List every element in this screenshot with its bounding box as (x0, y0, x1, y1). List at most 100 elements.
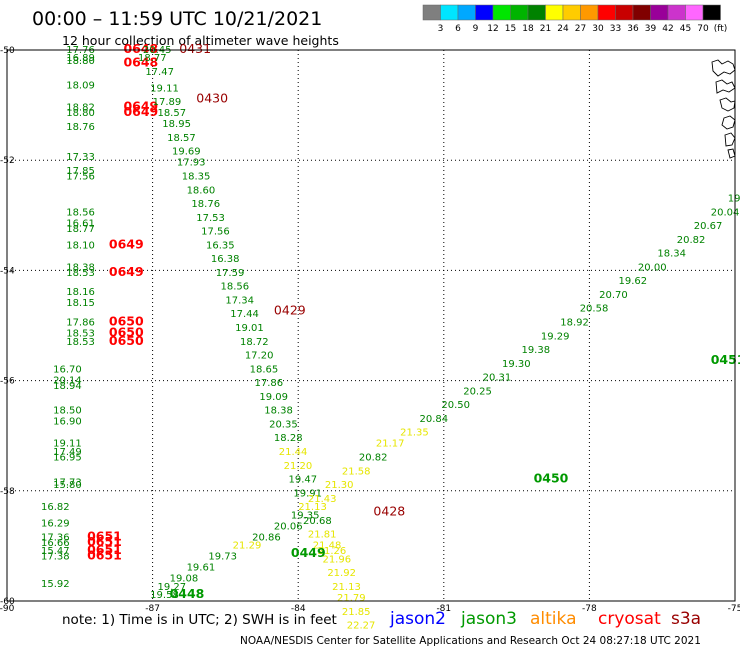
time-label: 0430 (196, 90, 228, 105)
colorbar-swatch (440, 4, 459, 21)
colorbar-label: 27 (575, 24, 586, 34)
swh-value: 15.92 (41, 579, 70, 590)
swh-value: 18.53 (66, 329, 95, 340)
swh-value: 21.13 (298, 502, 327, 513)
swh-value: 17.73 (53, 477, 82, 488)
swh-value: 20.58 (580, 304, 609, 315)
time-label: 0648 (123, 55, 158, 70)
track-s3a: 20.4518.7717.4719.1117.8918.5718.9518.57… (138, 41, 405, 632)
coastline-fragments (711, 59, 736, 159)
swh-value: 19.58 (150, 590, 179, 601)
colorbar-label: 3 (438, 24, 444, 34)
swh-value: 22.27 (347, 621, 376, 632)
colorbar-swatch (650, 4, 669, 21)
swh-value: 21.81 (308, 530, 337, 541)
swh-value: 17.47 (145, 67, 174, 78)
swh-value: 18.16 (66, 287, 95, 298)
colorbar-label: 33 (610, 24, 621, 34)
swh-value: 17.34 (225, 295, 254, 306)
swh-value: 19.29 (541, 331, 570, 342)
swh-value: 16.95 (53, 452, 82, 463)
swh-value: 20.25 (463, 386, 492, 397)
swh-value: 18.09 (66, 81, 95, 92)
colorbar-label: 24 (557, 24, 569, 34)
swh-value: 18.56 (221, 282, 250, 293)
colorbar-label: 15 (505, 24, 516, 34)
colorbar: 3 6 9 12 15 18 21 24 27 30 33 36 39 42 45 70 (ft) (422, 4, 728, 34)
swh-value: 21.92 (327, 568, 356, 579)
satellite-legend: jason2 jason3 altika cryosat s3a (389, 609, 701, 629)
swh-value: 21.85 (342, 607, 371, 618)
swh-value: 18.80 (66, 108, 95, 119)
swh-value: 20.06 (274, 521, 303, 532)
swh-value: 19.38 (521, 345, 550, 356)
chart-title: 00:00 – 11:59 UTC 10/21/2021 (32, 8, 322, 30)
x-tick-label: -90 (0, 604, 15, 614)
swh-value: 17.20 (245, 351, 274, 362)
time-label: 0649 (109, 264, 144, 279)
time-label: 0650 (109, 314, 144, 329)
swh-value: 18.94 (53, 381, 82, 392)
legend-s3a: s3a (671, 609, 701, 629)
legend-jason3: jason3 (460, 609, 517, 629)
colorbar-swatch (510, 4, 529, 21)
y-tick-label: -60 (0, 597, 15, 607)
colorbar-label: (ft) (714, 24, 728, 34)
swh-value: 18.53 (66, 337, 95, 348)
chart-marks: 17.7616.8918.8018.0918.8218.8018.7617.33… (41, 41, 740, 632)
swh-value: 19.30 (502, 359, 531, 370)
time-label: 0450 (534, 471, 569, 486)
swh-value: 21.44 (279, 447, 308, 458)
colorbar-label: 30 (592, 24, 604, 34)
swh-value: 18.57 (157, 108, 186, 119)
track-jason3: 19.5819.2719.0819.6119.7321.2920.8620.06… (150, 194, 740, 602)
swh-value: 17.56 (66, 171, 95, 182)
colorbar-swatch (580, 4, 599, 21)
swh-value: 18.50 (53, 406, 82, 417)
colorbar-swatch (527, 4, 546, 21)
swh-value: 19.11 (150, 83, 179, 94)
swh-value: 21.79 (337, 593, 366, 604)
time-label: 0650 (109, 325, 144, 340)
chart-subtitle: 12 hour collection of altimeter wave hei… (62, 33, 339, 48)
swh-value: 21.26 (318, 546, 347, 557)
swh-value: 18.53 (66, 268, 95, 279)
colorbar-swatch (475, 4, 494, 21)
swh-value: 20.82 (677, 235, 706, 246)
swh-value: 17.59 (216, 268, 245, 279)
coastline-shape (727, 148, 736, 159)
swh-value: 16.66 (41, 538, 70, 549)
swh-value: 18.10 (66, 240, 95, 251)
swh-value: 17.53 (196, 213, 225, 224)
swh-value: 15.80 (53, 480, 82, 491)
legend-altika: altika (530, 609, 577, 629)
swh-value: 21.13 (332, 582, 361, 593)
colorbar-label: 12 (487, 24, 498, 34)
swh-value: 21.29 (233, 541, 262, 552)
coastline-shape (715, 79, 736, 94)
swh-value: 16.89 (66, 53, 95, 64)
colorbar-label: 42 (662, 24, 673, 34)
swh-value: 18.76 (191, 199, 220, 210)
swh-value: 17.49 (53, 447, 82, 458)
time-label: 0651 (87, 548, 122, 563)
coastline-shape (721, 115, 736, 130)
colorbar-swatch (667, 4, 686, 21)
colorbar-swatch (632, 4, 651, 21)
swh-value: 19.08 (170, 574, 199, 585)
grid (7, 50, 735, 601)
swh-value: 18.57 (167, 133, 196, 144)
swh-value: 19.91 (293, 488, 322, 499)
swh-value: 20.14 (53, 375, 82, 386)
swh-value: 17.85 (66, 166, 95, 177)
swh-value: 16.35 (206, 240, 235, 251)
swh-value: 18.80 (66, 56, 95, 67)
swh-value: 17.36 (41, 532, 70, 543)
swh-value: 21.35 (400, 428, 429, 439)
swh-value: 16.82 (41, 502, 70, 513)
x-tick-label: -84 (291, 604, 306, 614)
swh-value: 17.33 (66, 152, 95, 163)
swh-value: 19.35 (291, 510, 320, 521)
swh-value: 19.11 (53, 439, 82, 450)
time-label: 0649 (123, 104, 158, 119)
